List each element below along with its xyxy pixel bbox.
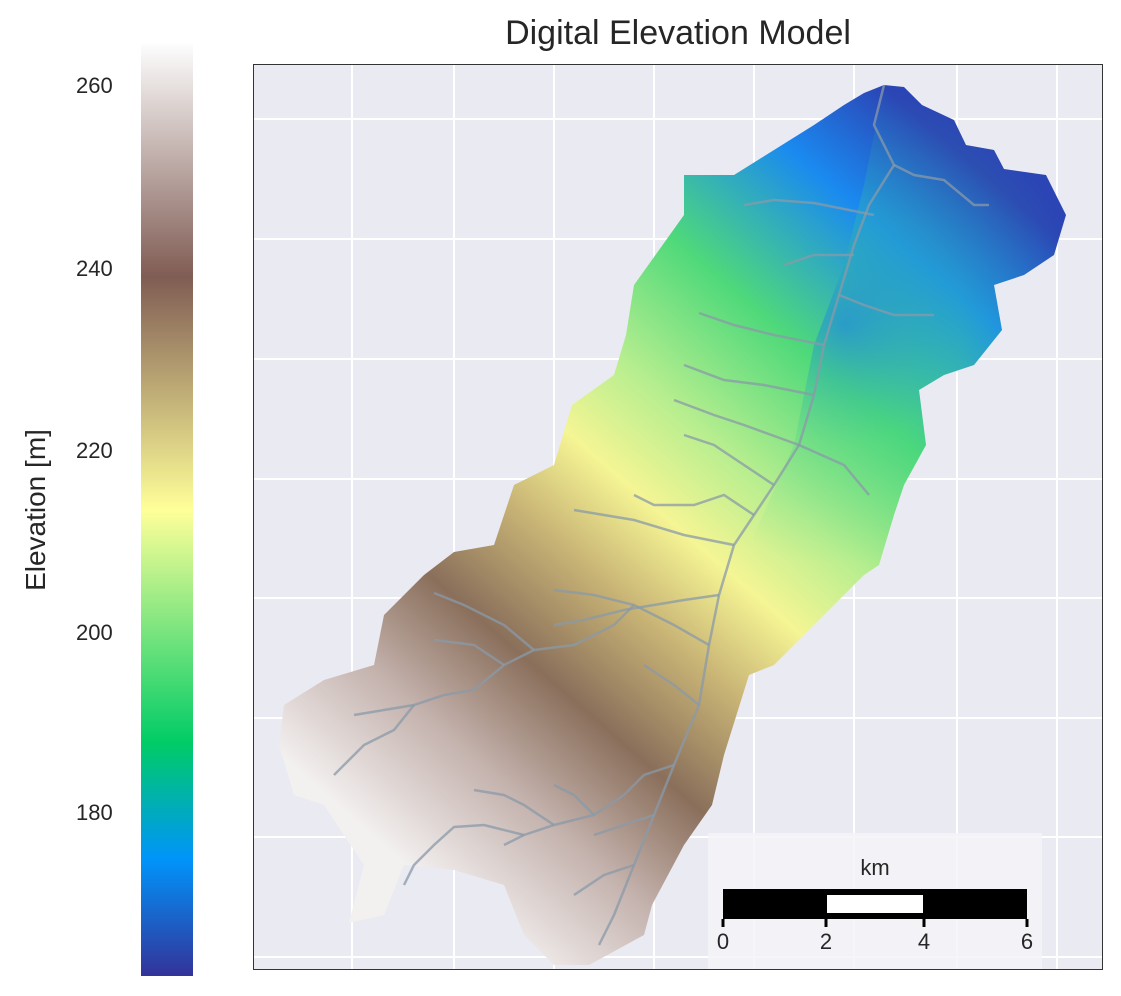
map-title: Digital Elevation Model xyxy=(505,14,851,52)
colorbar-tick-220: 220 xyxy=(76,438,113,463)
colorbar-tick-180: 180 xyxy=(76,800,113,825)
scale-bar: km 0 2 4 6 xyxy=(708,833,1042,969)
elevation-colorbar xyxy=(141,44,193,976)
scale-bar-unit: km xyxy=(860,855,890,880)
colorbar-label: Elevation [m] xyxy=(20,429,51,591)
colorbar-tick-260: 260 xyxy=(76,73,113,98)
scale-tick-2: 2 xyxy=(819,929,833,954)
scale-bar-graphic xyxy=(721,889,1029,927)
colorbar-tick-200: 200 xyxy=(76,620,113,645)
colorbar-tick-240: 240 xyxy=(76,256,113,281)
scale-tick-4: 4 xyxy=(917,929,931,954)
scale-tick-6: 6 xyxy=(1020,929,1034,954)
map-area: km 0 2 4 6 xyxy=(253,64,1103,970)
main-valley-shading xyxy=(734,85,1066,665)
scale-tick-0: 0 xyxy=(716,929,730,954)
river-network xyxy=(333,84,989,946)
elevation-map xyxy=(254,65,1102,969)
